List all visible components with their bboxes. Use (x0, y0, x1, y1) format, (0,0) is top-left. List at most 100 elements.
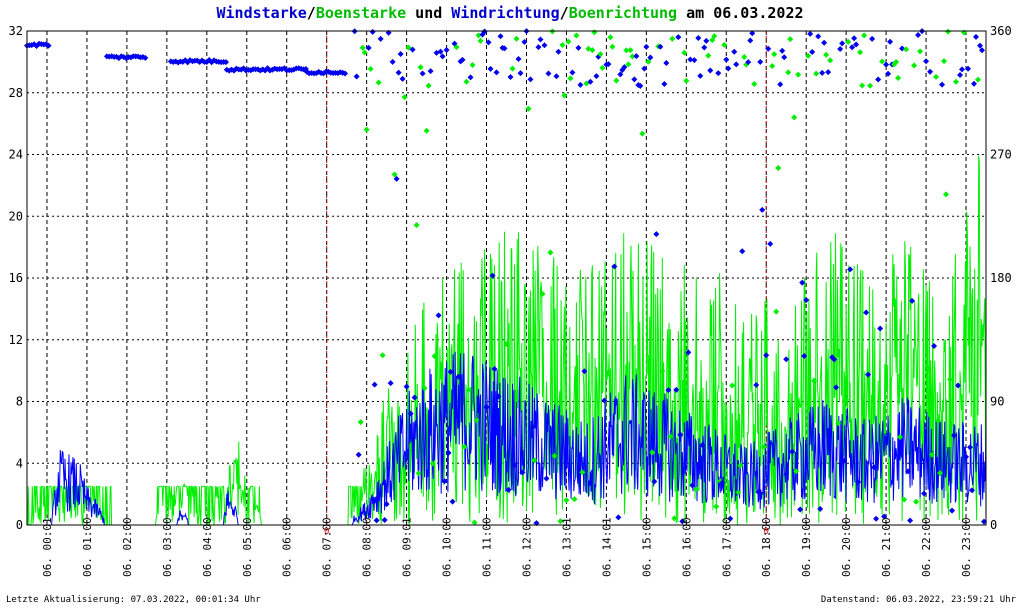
direction-point (571, 496, 578, 503)
wind-direction-point (342, 70, 349, 77)
direction-point (775, 164, 782, 171)
direction-point (405, 44, 412, 51)
direction-point (377, 35, 384, 42)
x-tick-label: 06. 03:00 (161, 517, 174, 577)
direction-point (509, 65, 516, 72)
x-tick-label: 06. 05:00 (241, 517, 254, 577)
direction-point (597, 51, 604, 58)
direction-point (647, 54, 654, 61)
direction-point (467, 74, 474, 81)
direction-point (425, 82, 432, 89)
direction-point (421, 385, 428, 392)
direction-point (477, 37, 484, 44)
x-tick-label: 06. 18:00 (760, 517, 773, 577)
footer-data-status: Datenstand: 06.03.2022, 23:59:21 Uhr (821, 595, 1017, 605)
direction-point (975, 76, 982, 83)
direction-point (479, 31, 486, 38)
title-part-7: am 06.03.2022 (677, 4, 803, 22)
direction-point (611, 263, 618, 270)
direction-point (665, 387, 672, 394)
direction-point (443, 46, 450, 53)
direction-point (687, 56, 694, 63)
direction-point (675, 34, 682, 41)
title-part-4: Windrichtung (451, 4, 559, 22)
direction-point (441, 478, 448, 485)
direction-point (819, 69, 826, 76)
direction-point (645, 58, 652, 65)
direction-point (751, 81, 758, 88)
direction-point (605, 61, 612, 68)
wind-speed-line (27, 351, 987, 526)
red-marker-label: 0 (764, 527, 769, 537)
direction-point (939, 81, 946, 88)
title-part-1: / (307, 4, 316, 22)
direction-point (849, 44, 856, 51)
direction-point (859, 82, 866, 89)
y-right-tick-label: 90 (990, 395, 1004, 409)
direction-point (871, 464, 878, 471)
direction-point (543, 475, 550, 482)
direction-point (837, 46, 844, 53)
direction-point (525, 105, 532, 112)
direction-point (559, 41, 566, 48)
direction-point (903, 46, 910, 53)
x-tick-label: 06. 23:00 (960, 517, 973, 577)
direction-point (977, 42, 984, 49)
direction-point (731, 48, 738, 55)
x-tick-label: 06. 08:00 (361, 517, 374, 577)
y-right-tick-label: 0 (990, 518, 997, 532)
direction-point (767, 240, 774, 247)
direction-point (661, 81, 668, 88)
direction-point (755, 488, 762, 495)
direction-point (927, 68, 934, 75)
direction-point (917, 48, 924, 55)
direction-point (811, 377, 818, 384)
direction-point (909, 297, 916, 304)
direction-point (609, 43, 616, 50)
direction-point (383, 501, 390, 508)
x-tick-label: 06. 06:00 (281, 517, 294, 577)
y-left-tick-label: 4 (16, 456, 23, 470)
title-part-5: / (560, 4, 569, 22)
x-tick-label: 06. 15:00 (640, 517, 653, 577)
direction-point (637, 82, 644, 89)
direction-point (513, 35, 520, 42)
direction-point (899, 45, 906, 52)
direction-point (785, 69, 792, 76)
direction-point (359, 44, 366, 51)
x-tick-label: 06. 12:00 (520, 517, 533, 577)
direction-point (581, 368, 588, 375)
direction-point (929, 451, 936, 458)
direction-point (575, 44, 582, 51)
direction-point (867, 82, 874, 89)
direction-point (365, 44, 372, 51)
x-tick-label: 06. 00:01 (41, 517, 54, 577)
x-tick-label: 06. 10:00 (441, 517, 454, 577)
direction-point (601, 397, 608, 404)
direction-point (423, 127, 430, 134)
wind-direction-point (142, 54, 149, 61)
direction-point (809, 48, 816, 55)
direction-point (475, 32, 482, 39)
direction-point (545, 70, 552, 77)
direction-point (355, 451, 362, 458)
direction-point (773, 308, 780, 315)
direction-point (787, 36, 794, 43)
direction-point (703, 37, 710, 44)
direction-point (803, 297, 810, 304)
direction-point (865, 371, 872, 378)
direction-point (691, 57, 698, 64)
direction-point (779, 47, 786, 54)
direction-point (589, 47, 596, 54)
direction-point (505, 486, 512, 493)
direction-point (563, 497, 570, 504)
direction-point (923, 58, 930, 65)
direction-point (799, 279, 806, 286)
x-tick-label: 06. 22:00 (920, 517, 933, 577)
direction-point (681, 49, 688, 56)
direction-point (833, 384, 840, 391)
direction-point (805, 52, 812, 59)
x-tick-label: 06. 20:00 (840, 517, 853, 577)
direction-point (863, 309, 870, 316)
